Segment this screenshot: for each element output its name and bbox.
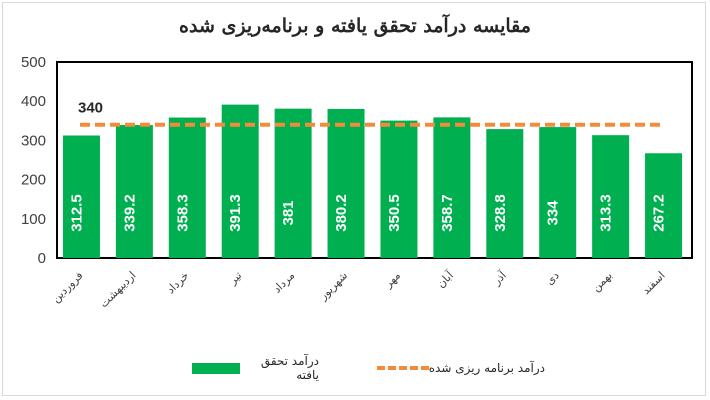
bar	[645, 153, 683, 258]
bar-value-label: 380.2	[333, 194, 350, 232]
x-category-label: مرداد	[270, 269, 297, 296]
plan-line-label: 340	[78, 100, 103, 117]
bar-value-label: 358.3	[174, 194, 191, 232]
x-category-label: شهریور	[316, 269, 350, 303]
x-category-label: مهر	[381, 269, 403, 291]
x-category-label: بهمن	[589, 269, 614, 294]
y-tick-label: 500	[21, 54, 46, 71]
legend-swatch-planned	[376, 366, 429, 370]
x-category-label: آذر	[489, 268, 510, 289]
bar	[380, 120, 418, 258]
bar-value-label: 313.3	[598, 194, 615, 232]
bar	[62, 135, 100, 258]
bar-value-label: 339.2	[121, 194, 138, 232]
x-category-label: فروردین	[49, 269, 85, 305]
y-tick-label: 100	[21, 211, 46, 228]
bar-value-label: 391.3	[227, 194, 244, 232]
bar	[274, 108, 312, 258]
legend-label-actual: درآمد تحقق یافته	[260, 354, 319, 382]
legend-swatch-actual	[192, 362, 241, 374]
bar	[539, 127, 577, 259]
x-category-label: آبان	[434, 268, 457, 291]
legend-item-actual: درآمد تحقق یافته	[184, 354, 319, 382]
chart-frame	[2, 2, 706, 396]
bar-value-label: 334	[545, 200, 562, 226]
bar	[592, 135, 630, 258]
bar-value-label: 358.7	[439, 194, 456, 232]
y-tick-label: 200	[21, 172, 46, 189]
bar-value-label: 328.8	[492, 194, 509, 232]
legend-item-planned: درآمد برنامه ریزی شده	[350, 357, 545, 379]
bar	[327, 108, 365, 258]
legend-label-planned: درآمد برنامه ریزی شده	[428, 361, 545, 375]
x-category-label: اردیبهشت	[97, 269, 138, 310]
y-tick-label: 400	[21, 93, 46, 110]
bar-value-label: 267.2	[651, 194, 668, 232]
plot-area-border	[56, 61, 693, 259]
x-category-label: دی	[543, 269, 562, 288]
bar-value-label: 350.5	[386, 194, 403, 232]
x-category-label: اسفند	[639, 269, 667, 297]
plan-line-group: 340	[78, 100, 663, 127]
bar-value-label: 381	[280, 200, 297, 225]
y-tick-label: 0	[38, 250, 46, 267]
bar	[486, 129, 524, 258]
bar	[115, 125, 153, 258]
bars: 312.5 339.2 358.3 391.3 381 380.2 350.5 358.7 32…	[62, 104, 683, 259]
chart-title: مقایسه درآمد تحقق یافته و برنامه‌ریزی شد…	[179, 15, 531, 37]
bar	[221, 104, 259, 258]
bar	[168, 117, 206, 258]
x-category-label: تیر	[226, 269, 245, 288]
y-axis: 0 100 200 300 400 500	[21, 54, 46, 267]
y-tick-label: 300	[21, 132, 46, 149]
bar-value-label: 312.5	[68, 194, 85, 232]
x-category-label: خرداد	[164, 269, 191, 296]
bar	[433, 117, 471, 258]
x-axis-labels: فروردین اردیبهشت خرداد تیر مرداد شهریور مهر آبا…	[49, 268, 667, 311]
